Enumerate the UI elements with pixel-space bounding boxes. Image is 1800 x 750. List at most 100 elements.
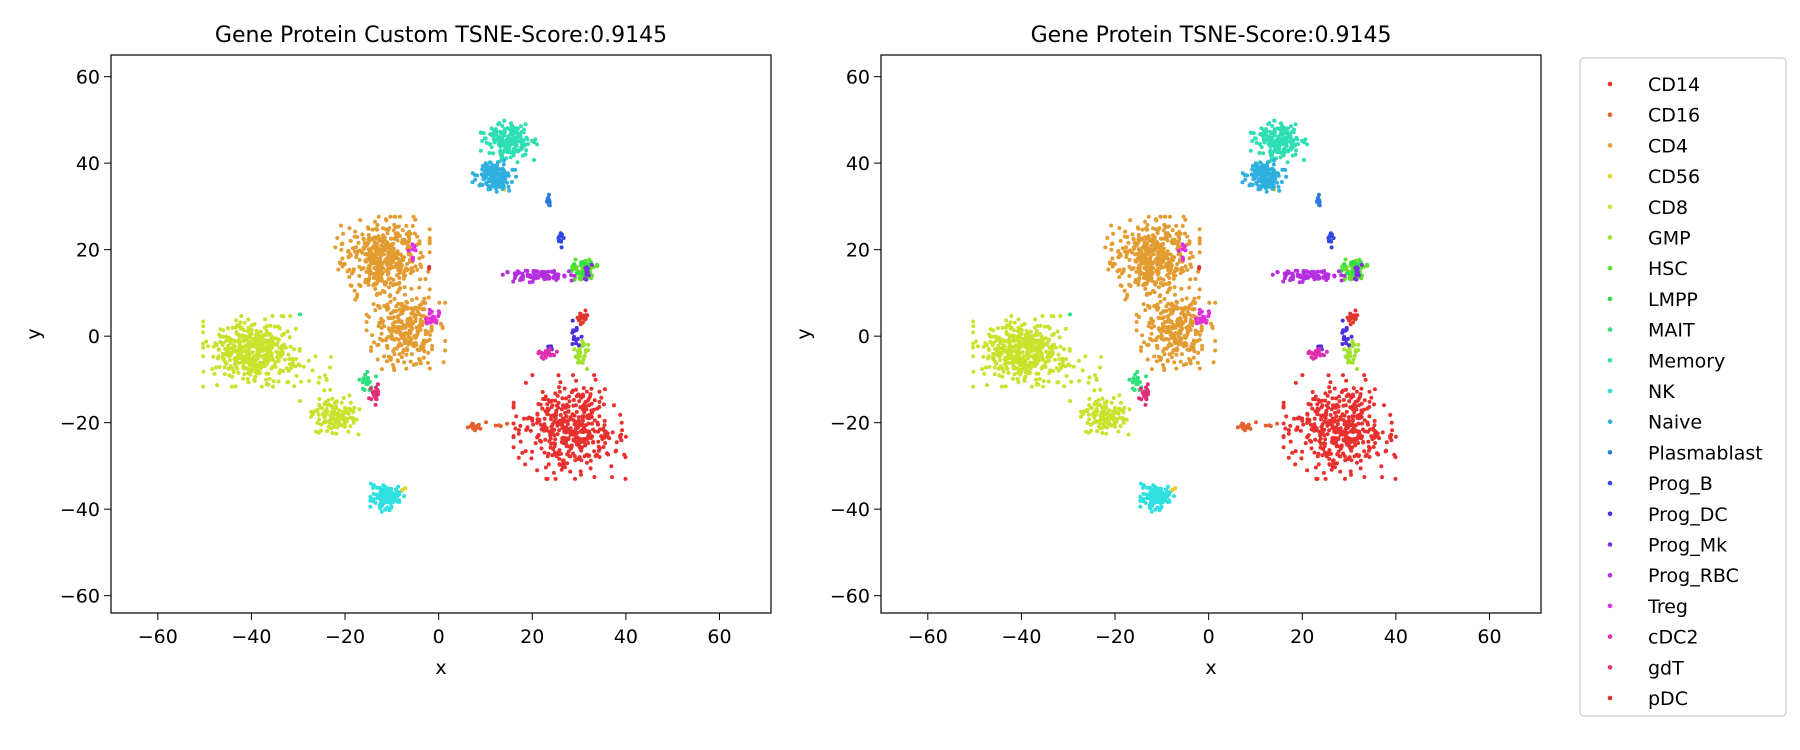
point-CD8 bbox=[216, 354, 221, 359]
point-CD14 bbox=[518, 423, 523, 428]
point-CD14 bbox=[565, 422, 570, 426]
point-CD14 bbox=[1299, 456, 1304, 461]
point-CD8 bbox=[347, 406, 352, 411]
point-CD4 bbox=[395, 314, 400, 319]
point-CD4 bbox=[1139, 348, 1143, 353]
point-CD8 bbox=[227, 373, 232, 378]
point-CD8 bbox=[218, 340, 223, 344]
point-CD14 bbox=[1315, 412, 1320, 417]
point-Prog_RBC bbox=[511, 279, 516, 284]
point-Naive bbox=[1272, 172, 1276, 177]
point-Prog_DC bbox=[570, 342, 575, 346]
point-CD8 bbox=[215, 383, 219, 388]
point-CD4 bbox=[1144, 251, 1149, 256]
point-CD8 bbox=[1005, 367, 1010, 371]
point-CD4 bbox=[398, 286, 403, 291]
point-Memory bbox=[489, 145, 494, 150]
point-CD4 bbox=[1210, 324, 1215, 329]
point-CD4 bbox=[1125, 292, 1130, 297]
point-Memory bbox=[1302, 140, 1307, 145]
point-CD4 bbox=[418, 250, 423, 255]
point-CD8 bbox=[230, 374, 235, 379]
point-CD4 bbox=[386, 258, 391, 263]
point-Memory bbox=[1285, 148, 1290, 153]
point-CD8 bbox=[983, 341, 988, 346]
point-CD4 bbox=[1131, 266, 1136, 271]
point-CD8 bbox=[1008, 353, 1012, 358]
point-CD4 bbox=[397, 280, 402, 285]
point-CD4 bbox=[1172, 341, 1177, 345]
point-CD14 bbox=[602, 387, 607, 392]
point-CD4 bbox=[1163, 225, 1168, 230]
point-CD8 bbox=[313, 354, 318, 359]
point-CD14 bbox=[1306, 434, 1310, 439]
point-CD4 bbox=[405, 262, 410, 266]
point-CD8 bbox=[265, 332, 270, 337]
point-CD4 bbox=[1165, 250, 1170, 255]
point-CD4 bbox=[440, 324, 445, 329]
point-CD8 bbox=[1003, 362, 1007, 367]
point-Memory bbox=[1266, 134, 1271, 139]
point-CD14 bbox=[528, 428, 533, 433]
x-tick-label: −60 bbox=[138, 626, 178, 648]
point-CD8 bbox=[252, 344, 257, 349]
point-CD8 bbox=[1056, 352, 1061, 357]
point-CD8 bbox=[268, 323, 273, 328]
point-CD14 bbox=[597, 414, 602, 419]
point-Naive bbox=[1258, 160, 1263, 165]
point-CD4 bbox=[386, 334, 391, 339]
point-CD8 bbox=[201, 319, 206, 324]
point-CD4 bbox=[1136, 240, 1141, 245]
point-CD14 bbox=[1281, 405, 1286, 410]
point-CD4 bbox=[395, 273, 399, 278]
point-CD4 bbox=[380, 271, 385, 276]
point-CD14 bbox=[548, 399, 552, 404]
point-CD4 bbox=[385, 307, 390, 312]
point-CD4 bbox=[1174, 223, 1179, 228]
point-Memory bbox=[532, 158, 536, 162]
point-CD8 bbox=[1042, 324, 1047, 329]
point-Treg bbox=[413, 248, 418, 253]
point-CD4 bbox=[339, 223, 343, 228]
point-CD8 bbox=[1116, 429, 1121, 434]
point-CD14 bbox=[1336, 437, 1341, 441]
point-CD8 bbox=[245, 377, 250, 381]
point-CD4 bbox=[372, 240, 377, 245]
point-CD8 bbox=[238, 353, 242, 358]
point-CD4 bbox=[353, 229, 358, 234]
point-CD4 bbox=[1149, 316, 1154, 321]
point-CD4 bbox=[1109, 223, 1113, 228]
point-CD4 bbox=[375, 357, 380, 362]
point-Prog_RBC bbox=[532, 273, 537, 278]
point-CD8 bbox=[292, 347, 296, 352]
point-Memory bbox=[1278, 150, 1283, 155]
point-CD8 bbox=[264, 381, 269, 386]
point-CD8 bbox=[1086, 412, 1091, 417]
point-CD14 bbox=[529, 416, 534, 421]
point-CD4 bbox=[1173, 292, 1177, 297]
point-Memory bbox=[1261, 151, 1266, 156]
point-CD4 bbox=[410, 297, 415, 302]
point-MAIT bbox=[1130, 380, 1135, 385]
point-CD14 bbox=[516, 428, 521, 433]
point-CD14 bbox=[603, 441, 608, 445]
point-CD14 bbox=[1345, 457, 1350, 461]
point-CD8 bbox=[226, 335, 231, 340]
point-CD14 bbox=[1329, 440, 1334, 444]
point-CD8 bbox=[971, 354, 976, 359]
point-CD14 bbox=[1319, 405, 1324, 410]
point-CD4 bbox=[1149, 331, 1154, 336]
point-CD8 bbox=[250, 356, 255, 361]
point-CD4 bbox=[1158, 276, 1163, 281]
point-CD8 bbox=[1052, 331, 1056, 336]
point-GMP bbox=[1344, 355, 1349, 360]
point-CD14 bbox=[1341, 438, 1346, 443]
point-CD14 bbox=[571, 403, 576, 408]
point-NK bbox=[1141, 485, 1145, 490]
point-CD14 bbox=[592, 398, 597, 403]
point-CD4 bbox=[370, 333, 375, 338]
point-Naive bbox=[1267, 184, 1272, 189]
point-CD8 bbox=[275, 342, 279, 347]
point-Naive bbox=[1261, 168, 1266, 173]
point-CD4 bbox=[414, 325, 419, 330]
